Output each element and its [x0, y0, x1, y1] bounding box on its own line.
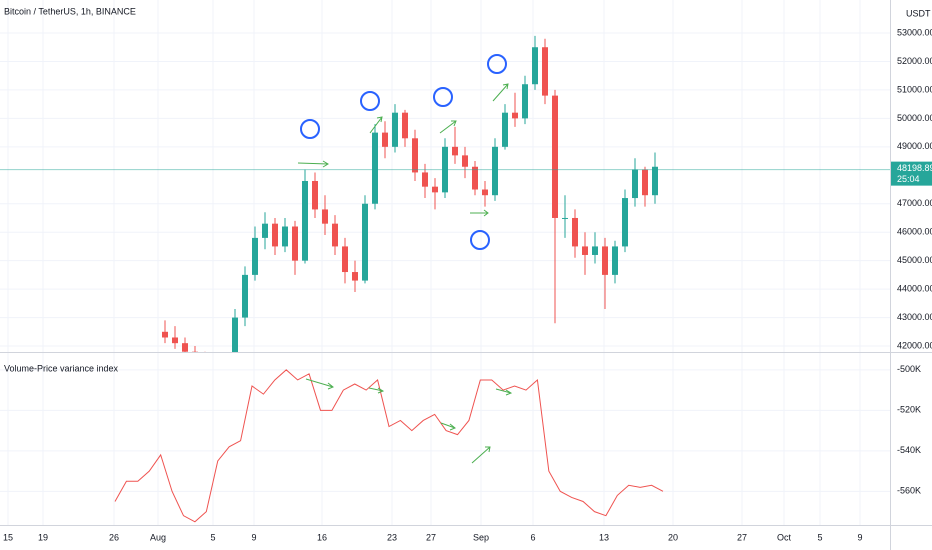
- indicator-tick-label: -500K: [897, 364, 921, 374]
- candle-body: [302, 180, 308, 261]
- price-tick-label: 45000.00: [897, 255, 932, 265]
- candle-body: [512, 112, 518, 119]
- last-price-label: 48198.89: [897, 163, 932, 173]
- countdown-label: 25:04: [897, 174, 920, 184]
- candle-body: [262, 223, 268, 238]
- time-tick-label: 5: [210, 532, 215, 542]
- candle-body: [322, 209, 328, 224]
- time-tick-label: 15: [3, 532, 13, 542]
- candle-body: [502, 112, 508, 147]
- symbol-title: Bitcoin / TetherUS, 1h, BINANCE: [4, 6, 136, 16]
- candle-body: [182, 343, 188, 352]
- smiley-icons: [300, 54, 507, 250]
- time-tick-label: 27: [426, 532, 436, 542]
- candle-body: [522, 84, 528, 119]
- last-price-box: [891, 161, 932, 186]
- time-tick-label: 26: [109, 532, 119, 542]
- candle-body: [472, 166, 478, 190]
- candle-body: [452, 146, 458, 156]
- candle-body: [612, 246, 618, 275]
- price-tick-label: 49000.00: [897, 141, 932, 151]
- candle-body: [652, 166, 658, 196]
- time-tick-label: Aug: [150, 532, 166, 542]
- candle-body: [582, 246, 588, 255]
- time-tick-label: 5: [817, 532, 822, 542]
- candle-body: [542, 47, 548, 96]
- candle-body: [552, 95, 558, 218]
- candle-body: [202, 360, 208, 369]
- candle-body: [632, 169, 638, 199]
- candle-body: [242, 274, 248, 318]
- time-tick-label: 16: [317, 532, 327, 542]
- time-tick-label: 19: [38, 532, 48, 542]
- price-tick-label: 52000.00: [897, 56, 932, 66]
- candle-body: [642, 169, 648, 196]
- candle-body: [392, 112, 398, 147]
- price-tick-label: 46000.00: [897, 227, 932, 237]
- candle-body: [232, 317, 238, 352]
- indicator-tick-label: -520K: [897, 405, 921, 415]
- candle-body: [412, 138, 418, 173]
- candle-body: [292, 226, 298, 261]
- price-tick-label: 42000.00: [897, 340, 932, 350]
- candle-body: [382, 132, 388, 147]
- price-tick-label: 44000.00: [897, 283, 932, 293]
- candle-body: [272, 223, 278, 247]
- candle-body: [342, 246, 348, 273]
- indicator-tick-label: -560K: [897, 486, 921, 496]
- time-tick-label: 20: [668, 532, 678, 542]
- candle-body: [192, 351, 198, 352]
- candle-body: [462, 155, 468, 167]
- indicator-line: [114, 369, 664, 523]
- annotations: [297, 54, 513, 464]
- candle-body: [422, 172, 428, 187]
- currency-label: USDT: [906, 8, 931, 18]
- indicator-title: Volume-Price variance index: [4, 363, 119, 373]
- candle-body: [252, 237, 258, 275]
- candle-body: [282, 226, 288, 247]
- indicator-tick-label: -540K: [897, 445, 921, 455]
- candle-body: [602, 246, 608, 275]
- time-tick-label: 23: [387, 532, 397, 542]
- candle-body: [532, 47, 538, 85]
- price-tick-label: 47000.00: [897, 198, 932, 208]
- price-tick-label: 53000.00: [897, 27, 932, 37]
- candle-body: [172, 337, 178, 344]
- candle-body: [572, 217, 578, 247]
- candle-body: [352, 272, 358, 281]
- time-tick-label: 13: [599, 532, 609, 542]
- price-tick-label: 50000.00: [897, 113, 932, 123]
- candle-body: [312, 180, 318, 210]
- candle-body: [432, 186, 438, 193]
- time-tick-label: 6: [530, 532, 535, 542]
- time-tick-label: Sep: [473, 532, 489, 542]
- price-tick-label: 43000.00: [897, 312, 932, 322]
- time-tick-label: 9: [251, 532, 256, 542]
- candle-body: [622, 198, 628, 247]
- candle-body: [372, 132, 378, 204]
- candle-body: [592, 246, 598, 255]
- candle-body: [492, 146, 498, 196]
- candle-body: [162, 331, 168, 338]
- price-tick-label: 51000.00: [897, 84, 932, 94]
- time-tick-label: 27: [737, 532, 747, 542]
- time-tick-label: Oct: [777, 532, 792, 542]
- candle-body: [562, 217, 568, 219]
- candle-body: [482, 189, 488, 196]
- candle-body: [332, 223, 338, 247]
- candle-body: [402, 112, 408, 139]
- time-tick-label: 9: [857, 532, 862, 542]
- candle-body: [362, 203, 368, 281]
